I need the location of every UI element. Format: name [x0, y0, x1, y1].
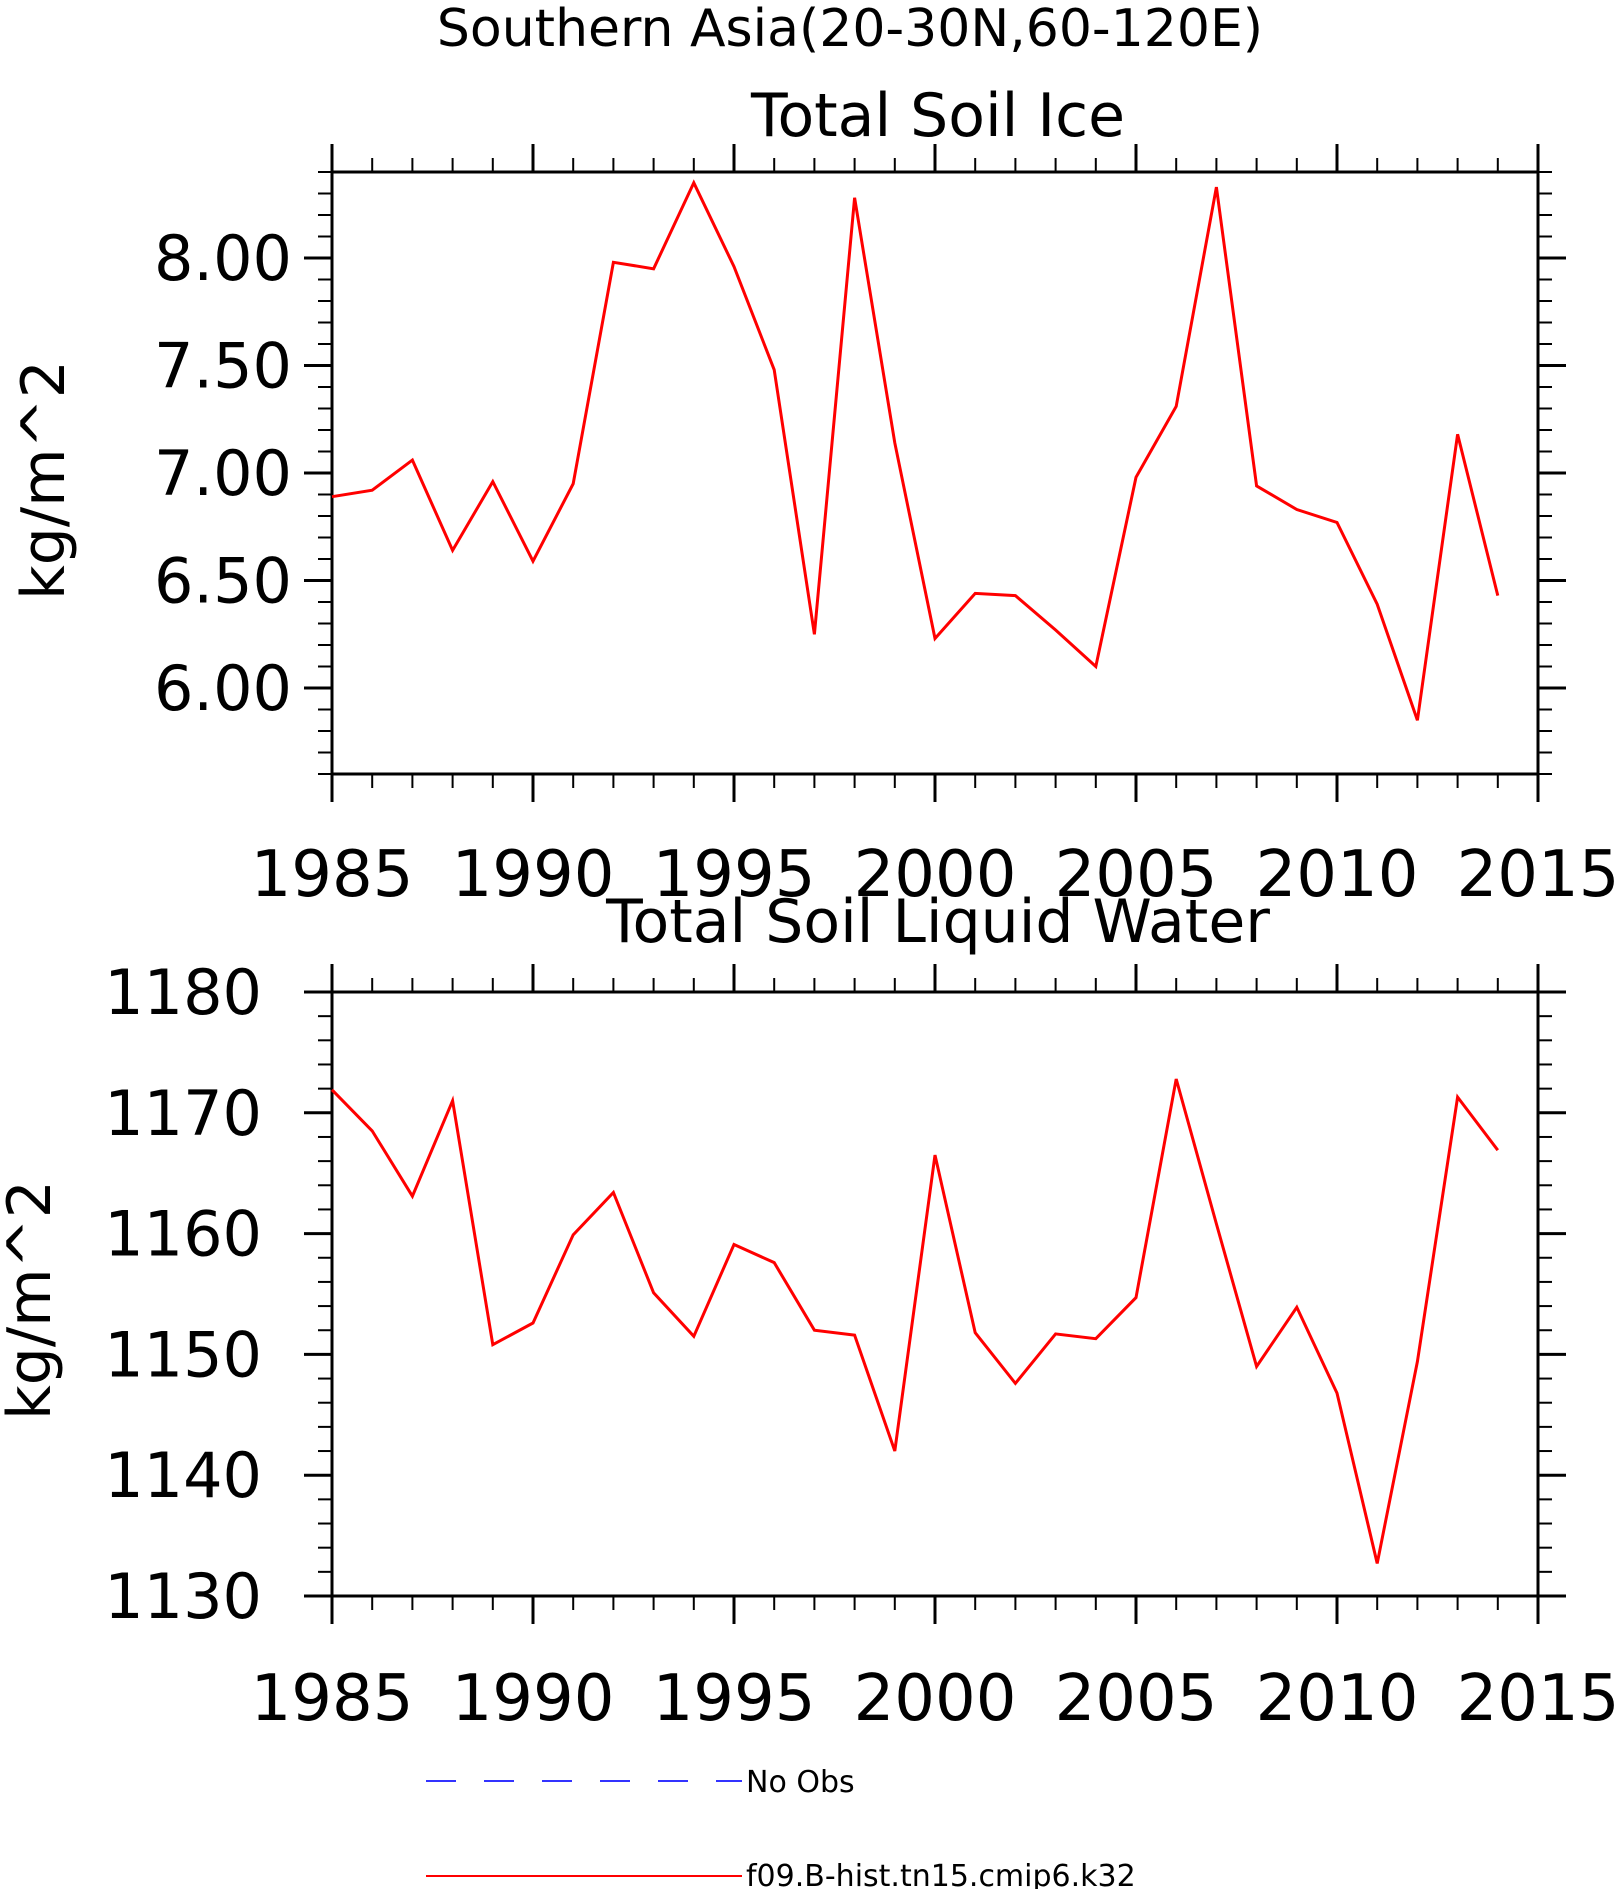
- y-tick-label: 8.00: [154, 222, 292, 295]
- panel-total-soil-liquid-water: Total Soil Liquid Water kg/m^2 1985 1990 1…: [0, 887, 1619, 1736]
- x-tick-label: 1995: [653, 1662, 816, 1736]
- y-tick-label: 1140: [104, 1439, 262, 1512]
- x-tick-label: 2000: [854, 1662, 1017, 1736]
- y-tick-label: 1160: [104, 1198, 262, 1271]
- x-tick-label: 2010: [1256, 838, 1419, 912]
- legend-label-no-obs: No Obs: [746, 1765, 855, 1800]
- x-tick-label: 2010: [1256, 1662, 1419, 1736]
- panel-2-plot-frame: [330, 990, 1540, 1598]
- y-tick-label: 1180: [104, 956, 262, 1029]
- panel-1-series: [331, 179, 1500, 721]
- x-tick-label: 1990: [452, 838, 615, 912]
- panel-total-soil-ice: Total Soil Ice kg/m^2 1985 1990 1995 2000 20…: [9, 81, 1619, 912]
- panel-2-ylabel: kg/m^2: [0, 1180, 65, 1420]
- series-line: [330, 1078, 1499, 1564]
- legend: No Obs f09.B-hist.tn15.cmip6.k32: [426, 1765, 1136, 1889]
- x-tick-label: 2000: [854, 838, 1017, 912]
- panel-2-series: [330, 1078, 1499, 1564]
- y-tick-label: 6.50: [154, 545, 292, 618]
- series-line: [331, 179, 1500, 721]
- x-tick-label: 1985: [251, 838, 414, 912]
- panel-1-ylabel: kg/m^2: [9, 360, 79, 600]
- x-tick-label: 1990: [452, 1662, 615, 1736]
- panel-1-plot-frame: [330, 170, 1540, 776]
- x-tick-label: 1985: [251, 1662, 414, 1736]
- panel-1-ticks: [304, 144, 1566, 802]
- panel-1-title: Total Soil Ice: [750, 81, 1125, 151]
- legend-label-model: f09.B-hist.tn15.cmip6.k32: [746, 1859, 1136, 1889]
- panel-2-title: Total Soil Liquid Water: [605, 887, 1270, 957]
- y-tick-label: 1150: [104, 1318, 262, 1391]
- x-tick-label: 2005: [1055, 838, 1218, 912]
- y-tick-label: 7.00: [154, 437, 292, 510]
- panel-2-ticks: [304, 964, 1566, 1624]
- y-tick-label: 6.00: [154, 652, 292, 725]
- figure-suptitle: Southern Asia(20-30N,60-120E): [437, 0, 1263, 59]
- panel-2-tick-labels: 1985 1990 1995 2000 2005 2010 2015 1130 1140 1150…: [104, 956, 1619, 1736]
- y-tick-label: 1130: [104, 1560, 262, 1633]
- x-tick-label: 2015: [1457, 1662, 1620, 1736]
- panel-1-tick-labels: 1985 1990 1995 2000 2005 2010 2015 6.00 6.50 7.00…: [154, 222, 1619, 912]
- x-tick-label: 2005: [1055, 1662, 1218, 1736]
- y-tick-label: 7.50: [154, 330, 292, 403]
- y-tick-label: 1170: [104, 1077, 262, 1150]
- x-tick-label: 2015: [1457, 838, 1620, 912]
- x-tick-label: 1995: [653, 838, 816, 912]
